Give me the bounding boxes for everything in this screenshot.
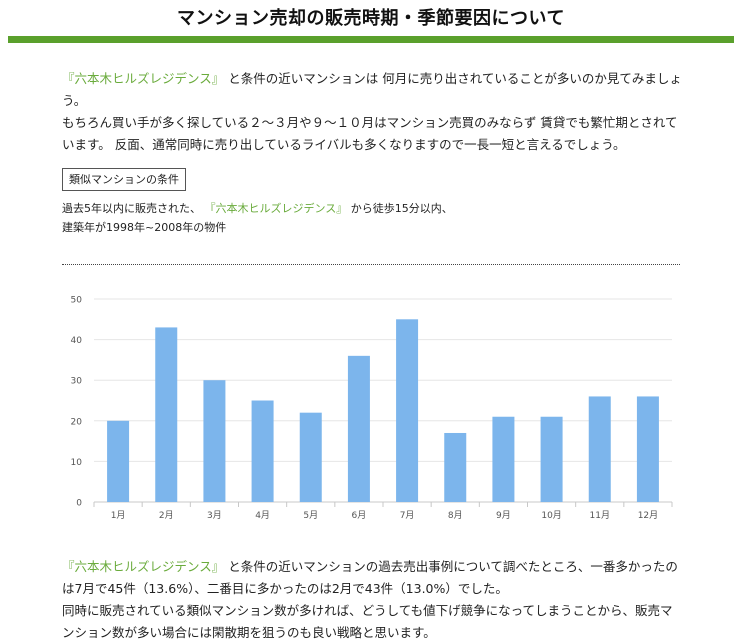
x-tick-label: 2月 <box>159 510 174 521</box>
conditions-text: 過去5年以内に販売された、 『六本木ヒルズレジデンス』 から徒歩15分以内、 建… <box>62 199 682 237</box>
x-tick-label: 6月 <box>352 510 367 521</box>
outro-paragraph: 『六本木ヒルズレジデンス』 と条件の近いマンションの過去売出事例について調べたと… <box>62 556 682 644</box>
x-tick-label: 4月 <box>255 510 270 521</box>
x-tick-label: 11月 <box>590 510 610 521</box>
title-underline <box>8 36 734 43</box>
x-tick-label: 7月 <box>400 510 415 521</box>
intro-paragraph: 『六本木ヒルズレジデンス』 と条件の近いマンションは 何月に売り出されていること… <box>62 68 682 156</box>
intro-text-2: もちろん買い手が多く探している２～３月や９～１０月はマンション売買のみならず 賃… <box>62 115 678 152</box>
x-tick-label: 1月 <box>111 510 126 521</box>
monthly-sales-bar-chart: 0 10 20 30 40 50 1月 2月 3月 4月 5月 6月 7月 8月 9月 10月 11月 12月 <box>71 296 673 522</box>
y-tick-label: 40 <box>71 336 83 346</box>
y-tick-label: 20 <box>71 417 83 427</box>
bar <box>203 380 226 502</box>
outro-text-1: と条件の近いマンションの過去売出事例について調べたところ、一番多かったのは7月で… <box>62 559 678 596</box>
conditions-prefix: 過去5年以内に販売された、 <box>62 202 201 215</box>
x-tick-label: 10月 <box>541 510 561 521</box>
property-link[interactable]: 『六本木ヒルズレジデンス』 <box>204 202 348 215</box>
y-tick-label: 10 <box>71 458 83 468</box>
y-tick-label: 0 <box>76 499 82 509</box>
conditions-suffix: から徒歩15分以内、 <box>350 202 453 215</box>
bar-layer <box>107 319 659 502</box>
intro-text-1: と条件の近いマンションは 何月に売り出されていることが多いのか見てみましょう。 <box>62 71 682 108</box>
x-tick-label: 8月 <box>448 510 463 521</box>
bar <box>492 416 515 502</box>
bar <box>396 319 419 502</box>
conditions-line2: 建築年が1998年~2008年の物件 <box>62 221 227 234</box>
x-tick-label: 3月 <box>207 510 222 521</box>
bar <box>588 396 611 502</box>
section-divider <box>62 264 680 265</box>
outro-text-2: 同時に販売されている類似マンション数が多ければ、どうしても値下げ競争になってしま… <box>62 603 673 640</box>
page-title: マンション売却の販売時期・季節要因について <box>177 8 565 29</box>
bar <box>299 412 322 502</box>
property-link[interactable]: 『六本木ヒルズレジデンス』 <box>62 559 225 574</box>
x-tick-label: 5月 <box>303 510 318 521</box>
conditions-label: 類似マンションの条件 <box>62 168 186 191</box>
label-layer: 0 10 20 30 40 50 1月 2月 3月 4月 5月 6月 7月 8月 9月 10月 11月 12月 <box>71 296 659 522</box>
y-tick-label: 30 <box>71 377 83 387</box>
property-link[interactable]: 『六本木ヒルズレジデンス』 <box>62 71 225 86</box>
bar <box>444 432 467 502</box>
y-tick-label: 50 <box>71 296 83 306</box>
x-tick-label: 12月 <box>638 510 658 521</box>
bar <box>107 420 130 502</box>
bar <box>347 355 370 502</box>
bar <box>540 416 563 502</box>
bar <box>636 396 659 502</box>
bar <box>251 400 274 502</box>
bar <box>155 327 178 502</box>
grid-layer <box>93 298 673 507</box>
x-tick-label: 9月 <box>496 510 511 521</box>
